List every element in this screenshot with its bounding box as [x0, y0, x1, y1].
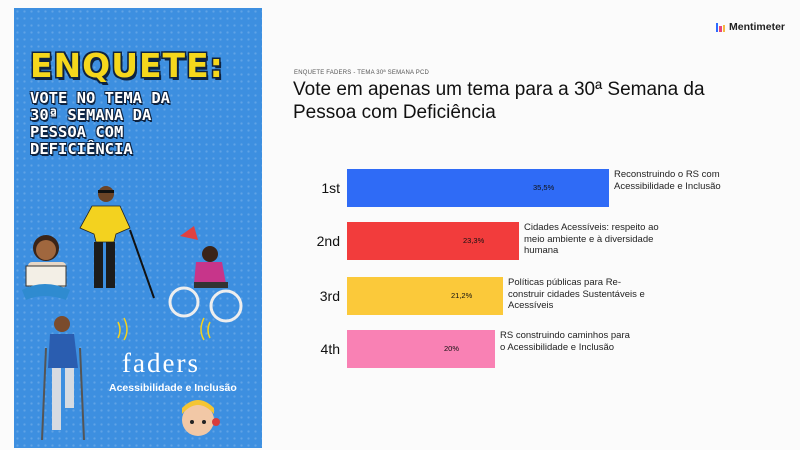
result-rank: 3rd [319, 288, 340, 304]
result-percent: 20% [444, 344, 460, 353]
poster-subtitle-line: DEFICIÊNCIA [30, 140, 133, 158]
faders-tagline: Acessibilidade e Inclusão [109, 382, 237, 394]
result-rank: 4th [320, 341, 340, 357]
man-with-cane-figure [79, 186, 155, 299]
wheelchair-user-figure [168, 226, 243, 323]
mentimeter-logo-icon [716, 22, 725, 32]
faders-logo-text: faders [122, 348, 200, 378]
poster-subtitle-line: 30ª SEMANA DA [30, 106, 152, 124]
result-percent: 21,2% [451, 291, 473, 300]
poster-subtitle: VOTE NO TEMA DA 30ª SEMANA DA PESSOA COM… [30, 90, 250, 158]
result-option-label: RS construindo caminhos para o Acessibil… [500, 330, 630, 353]
poll-poster: ENQUETE: VOTE NO TEMA DA 30ª SEMANA DA P… [14, 8, 262, 448]
poster-heading: ENQUETE: [30, 46, 224, 85]
people-illustration [22, 186, 243, 441]
result-bar: 35,5% [347, 169, 609, 207]
result-option-label: Cidades Acessíveis: respeito ao meio amb… [524, 222, 659, 256]
result-option-label: Políticas públicas para Re- construir ci… [508, 277, 645, 311]
faders-logo-mark [117, 317, 211, 341]
result-percent: 23,3% [463, 236, 485, 245]
result-bar: 20% [347, 330, 495, 368]
slide-eyebrow: ENQUETE FADERS - TEMA 30ª SEMANA PCD [294, 70, 430, 76]
poster-subtitle-line: VOTE NO TEMA DA [30, 89, 170, 107]
result-bar: 21,2% [347, 277, 503, 315]
result-rank: 2nd [316, 233, 340, 249]
poster-subtitle-line: PESSOA COM [30, 123, 124, 141]
mentimeter-logo: Mentimeter [716, 21, 785, 33]
reading-woman-figure [22, 235, 70, 300]
mentimeter-logo-text: Mentimeter [729, 21, 786, 33]
result-bar: 23,3% [347, 222, 519, 260]
man-with-crutches-figure [41, 316, 85, 441]
result-option-label: Reconstruindo o RS com Acessibilidade e … [614, 169, 721, 192]
result-rank: 1st [321, 180, 340, 196]
slide-title: Vote em apenas um tema para a 30ª Semana… [293, 79, 705, 123]
result-percent: 35,5% [533, 183, 555, 192]
boy-with-hearing-aid-figure [182, 400, 220, 436]
